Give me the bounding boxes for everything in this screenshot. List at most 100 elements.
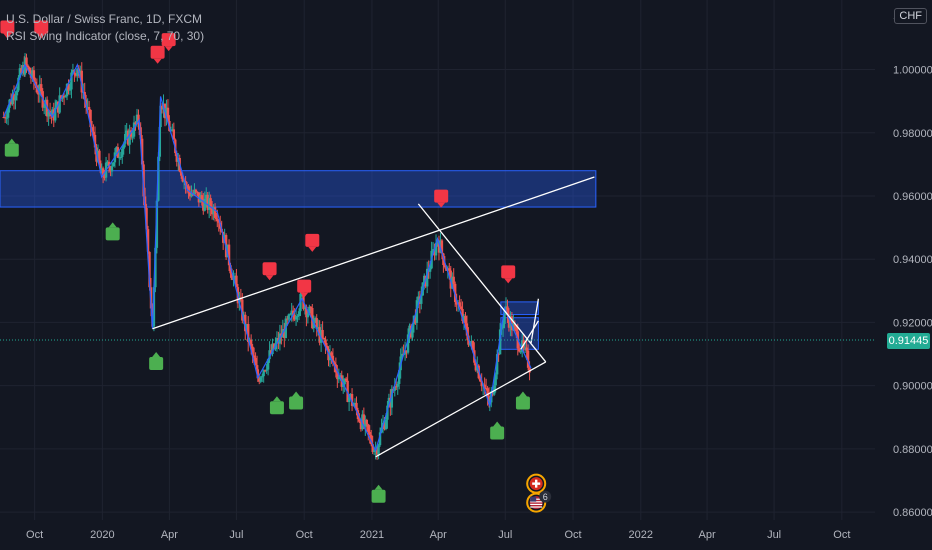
marker-body [34,20,49,34]
candle-body [296,316,299,318]
price-tick-label: 0.92000 [893,317,932,329]
candle-body [487,396,491,405]
time-tick-label: Apr [161,529,178,541]
candle-body [434,242,438,256]
candle-body [309,306,313,308]
candle-body [346,380,349,402]
swing-high-marker [434,189,449,208]
time-tick-label: Apr [430,529,447,541]
candle-body [512,323,515,331]
swing-high-marker [161,33,176,52]
candle-body [420,295,423,304]
candle-body [403,350,407,355]
candle-body [507,315,511,328]
candle-body [417,296,420,301]
candle-body [185,185,189,187]
candle-body [154,247,157,288]
candle-body [342,384,345,387]
price-tick-label: 0.96000 [893,191,932,203]
candle-body [261,376,264,378]
candle-body [89,109,92,128]
candle-body [428,268,432,272]
candle-body [498,329,502,355]
candle-body [286,318,289,320]
candle-body [197,192,201,203]
swing-high-marker [150,45,165,64]
candle-body [12,94,16,101]
candle-body [474,362,477,371]
candle-body [145,208,148,230]
supply-demand-zones [0,170,597,350]
candle-body [453,283,457,303]
candle-body [448,268,451,271]
candle-body [501,323,505,329]
candle-body [343,378,346,385]
candle-body [35,85,39,93]
flag-stripe [530,503,543,506]
candle-body [462,315,466,322]
candle-body [67,83,70,91]
candle-body [143,196,147,209]
candle-body [306,313,310,318]
candle-body [179,171,183,176]
candle-body [112,162,115,167]
candle-body [268,350,271,360]
swing-high-marker [305,233,320,252]
candle-body [152,287,156,327]
event-badges[interactable]: 6 [526,473,552,513]
candle-body [510,316,514,331]
candle-body [68,89,72,91]
candle-body [386,405,389,420]
candle-body [245,323,248,332]
marker-pointer [518,391,527,397]
trendlines[interactable] [152,176,595,458]
candle-body [504,306,508,309]
candle-body [171,129,174,131]
swiss-flag-badge[interactable] [526,473,547,494]
marker-body [289,396,304,410]
swing-low-marker [490,421,505,440]
time-tick-label: Oct [564,529,581,541]
badge-count-bg [539,490,552,503]
candle-body [355,402,358,411]
candle-body [200,195,204,201]
candle-body [255,365,259,370]
marker-pointer [7,138,16,144]
candle-body [230,273,234,280]
candle-body [181,175,184,182]
candle-body [92,131,95,135]
candle-body [425,268,429,287]
candle-body [233,275,237,277]
candle-body [259,377,262,382]
candle-body [479,378,482,382]
candle-body [464,315,467,324]
time-tick-label: Oct [26,529,43,541]
candle-body [118,157,121,159]
candle-body [5,117,8,119]
candle-body [308,306,311,314]
candle-body [87,106,91,110]
candle-body [262,370,265,377]
marker-body [269,401,284,415]
candle-body [107,161,111,168]
candle-body [194,189,198,192]
chart-legend: U.S. Dollar / Swiss Franc, 1D, FXCM RSI … [6,11,204,45]
swing-low-marker [4,138,19,157]
marker-pointer [272,396,281,402]
candle-body [333,362,336,365]
currency-button[interactable]: CHF [894,8,927,24]
candle-body [371,444,374,452]
candle-body [100,168,103,174]
symbol-title[interactable]: U.S. Dollar / Swiss Franc, 1D, FXCM [6,12,203,26]
candle-body [316,327,320,329]
swing-high-marker [34,20,49,39]
candle-body [305,306,308,318]
candle-body [294,316,298,320]
time-tick-label: 2022 [629,529,653,541]
candle-body [452,276,455,284]
candle-body [122,143,125,149]
us-flag-badge[interactable]: 6 [526,490,552,513]
indicator-title[interactable]: RSI Swing Indicator (close, 7, 70, 30) [6,29,205,43]
candle-body [187,186,190,192]
